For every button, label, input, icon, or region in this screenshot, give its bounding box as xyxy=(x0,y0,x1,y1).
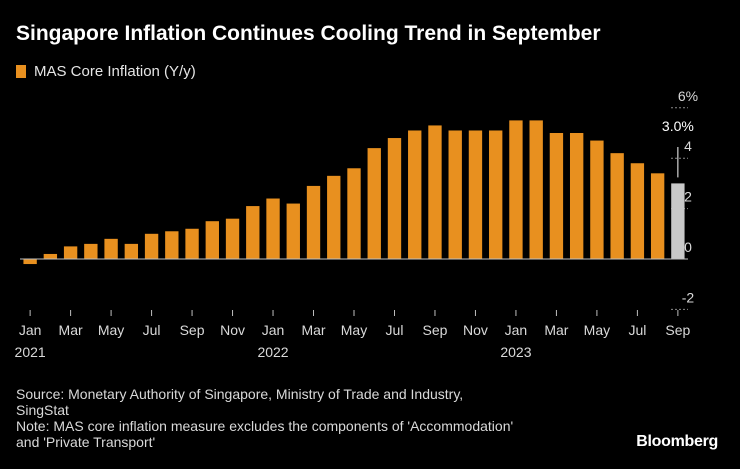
x-tick-label: Mar xyxy=(301,322,325,338)
bar xyxy=(63,246,78,259)
bar xyxy=(529,120,543,260)
bar xyxy=(246,206,260,259)
bar xyxy=(569,133,584,259)
bar xyxy=(266,198,280,259)
footnotes: Source: Monetary Authority of Singapore,… xyxy=(16,386,606,450)
bar xyxy=(367,148,381,259)
x-tick-label: Jul xyxy=(386,322,404,338)
bar-chart: 6% 4 2 0 -2 3.0% Jan Mar May Jul Sep Nov Jan Mar May Ju… xyxy=(15,88,699,360)
x-year-label: 2022 xyxy=(257,344,288,360)
x-tick-label: Jan xyxy=(262,322,285,338)
x-tick-label: Mar xyxy=(544,322,568,338)
bar xyxy=(590,140,604,259)
bar xyxy=(23,259,37,265)
bar xyxy=(468,130,483,259)
bar xyxy=(610,153,624,259)
x-tick-label: Sep xyxy=(423,322,448,338)
bar xyxy=(650,173,665,259)
source-line-1: Source: Monetary Authority of Singapore,… xyxy=(16,386,464,402)
y-tick-label: 0 xyxy=(684,239,692,255)
x-tick-label: May xyxy=(341,322,367,338)
bar xyxy=(225,218,240,259)
bar xyxy=(165,231,179,259)
x-tick-label: Mar xyxy=(59,322,83,338)
bloomberg-logo: Bloomberg xyxy=(636,433,718,450)
bar xyxy=(104,238,118,259)
note-line-2: and 'Private Transport' xyxy=(16,434,156,450)
bar xyxy=(144,233,159,259)
x-tick-label: May xyxy=(98,322,124,338)
y-tick-label: -2 xyxy=(682,289,695,305)
bar xyxy=(124,243,139,259)
x-tick-label: Nov xyxy=(220,322,245,338)
bar xyxy=(630,163,645,259)
legend: MAS Core Inflation (Y/y) xyxy=(16,63,196,80)
x-tick-label: Jan xyxy=(505,322,528,338)
bar xyxy=(448,130,462,259)
legend-label: MAS Core Inflation (Y/y) xyxy=(34,63,196,80)
bar xyxy=(671,183,685,259)
x-tick-label: May xyxy=(584,322,610,338)
bar xyxy=(306,185,321,259)
x-tick-label: Jan xyxy=(19,322,42,338)
x-tick-label: Jul xyxy=(143,322,161,338)
bar xyxy=(327,175,341,259)
bar xyxy=(205,221,219,259)
annotation-label: 3.0% xyxy=(662,118,694,134)
bar xyxy=(428,125,442,259)
bar xyxy=(387,138,402,259)
x-tick-label: Sep xyxy=(665,322,690,338)
chart-title: Singapore Inflation Continues Cooling Tr… xyxy=(16,22,601,45)
y-tick-label: 4 xyxy=(684,138,692,154)
bar xyxy=(185,228,199,259)
y-tick-label: 6% xyxy=(678,88,698,104)
x-tick-label: Jul xyxy=(628,322,646,338)
bar xyxy=(286,203,300,259)
x-year-label: 2023 xyxy=(500,344,531,360)
source-line-2: SingStat xyxy=(16,402,69,418)
bar xyxy=(43,253,58,259)
bar xyxy=(84,243,98,259)
x-year-label: 2021 xyxy=(15,344,46,360)
note-line-1: Note: MAS core inflation measure exclude… xyxy=(16,418,514,434)
x-tick-label: Sep xyxy=(180,322,205,338)
x-tick-label: Nov xyxy=(463,322,488,338)
bar xyxy=(489,130,503,259)
bar xyxy=(549,133,564,259)
bar xyxy=(347,168,361,259)
legend-swatch xyxy=(16,65,26,78)
y-tick-label: 2 xyxy=(684,189,692,205)
bar xyxy=(509,120,523,260)
bar xyxy=(408,130,422,259)
